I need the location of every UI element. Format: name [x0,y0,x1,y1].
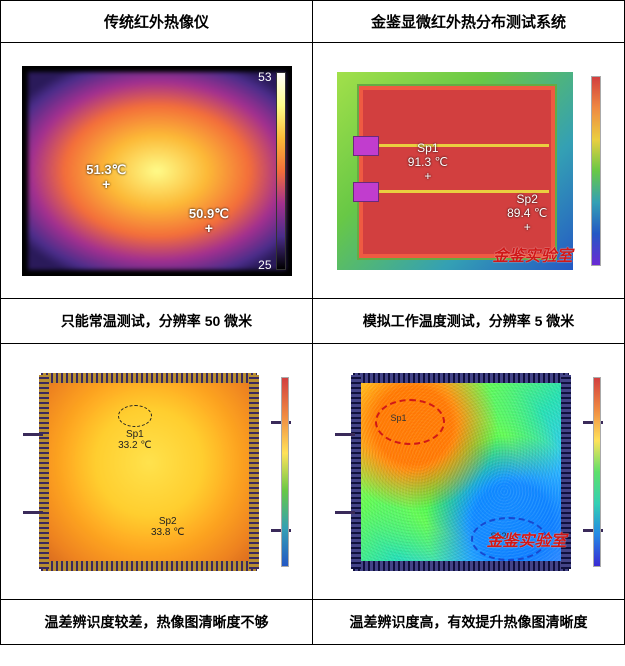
color-scale [591,76,601,266]
color-scale [593,377,601,567]
temp-point-2: 50.9℃+ [189,206,229,234]
hotspot-ellipse [375,399,445,445]
cell-bottom-right: Sp1 Sp2 金鉴实验室 [313,344,625,600]
watermark-text: 金鉴实验室 [486,527,566,551]
sp1-label: Sp1 [391,413,407,423]
thermal-image-micro: Sp1 91.3 ℃ + Sp2 89.4 ℃ + 金鉴实验室 [331,66,607,276]
color-scale [276,72,286,270]
temp-point-1-label: 51.3℃ [86,162,126,177]
sp2-label: Sp2 89.4 ℃ + [507,192,547,234]
color-scale [281,377,289,567]
caption-row2-right: 温差辨识度高，有效提升热像图清晰度 [313,600,625,645]
header-left: 传统红外热像仪 [1,1,313,43]
sp1-label: Sp133.2 ℃ [118,405,152,451]
sp2-label: Sp233.8 ℃ [151,516,184,538]
scale-max: 53 [258,70,271,84]
cell-top-right: Sp1 91.3 ℃ + Sp2 89.4 ℃ + 金鉴实验室 [313,43,625,299]
cell-bottom-left: Sp133.2 ℃ Sp233.8 ℃ [1,344,313,600]
scale-min: 25 [258,258,271,272]
comparison-table: 传统红外热像仪 金鉴显微红外热分布测试系统 53 25 51.3℃+ 50.9℃… [0,0,625,645]
caption-row1-left: 只能常温测试，分辨率 50 微米 [1,299,313,344]
cell-top-left: 53 25 51.3℃+ 50.9℃+ [1,43,313,299]
caption-row1-right: 模拟工作温度测试，分辨率 5 微米 [313,299,625,344]
thermal-image-traditional: 53 25 51.3℃+ 50.9℃+ [22,66,292,276]
header-right: 金鉴显微红外热分布测试系统 [313,1,625,43]
temp-point-1: 51.3℃+ [86,162,126,190]
watermark-text: 金鉴实验室 [492,242,572,266]
chip-image-high-contrast: Sp1 Sp2 金鉴实验室 [331,361,607,583]
chip-image-low-contrast: Sp133.2 ℃ Sp233.8 ℃ [19,361,295,583]
sp1-label: Sp1 91.3 ℃ + [408,141,448,183]
temp-point-2-label: 50.9℃ [189,206,229,221]
caption-row2-left: 温差辨识度较差，热像图清晰度不够 [1,600,313,645]
